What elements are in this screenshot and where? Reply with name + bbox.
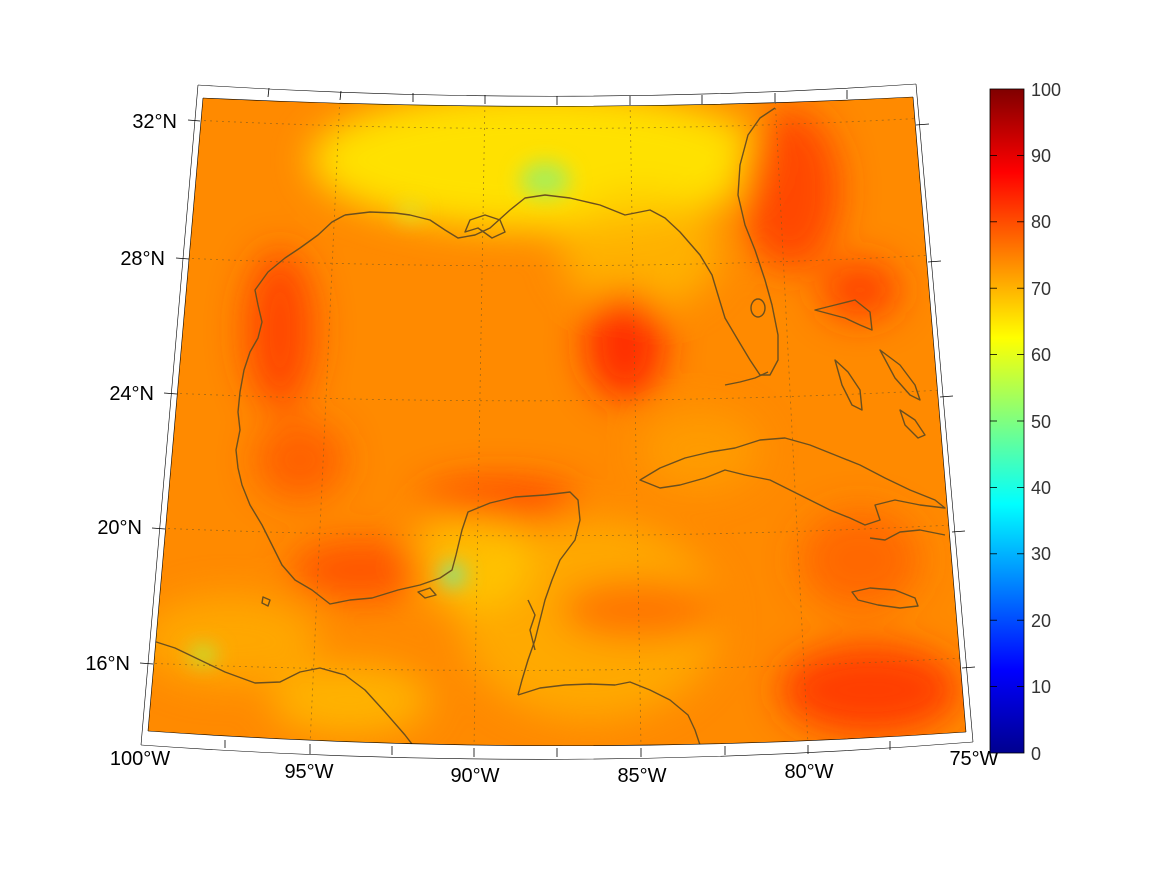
lat-labels: 32°N 28°N 24°N 20°N 16°N: [85, 111, 177, 675]
lake-okeechobee: [750, 298, 766, 318]
grid-lon-80: [774, 97, 809, 746]
frame-left-outer: [140, 84, 199, 746]
colorbar-label-80: 80: [1031, 212, 1051, 232]
colorbar-label-40: 40: [1031, 478, 1051, 498]
colorbar: 100 90 80 70 60 50 40 30 20 10 0: [989, 80, 1061, 764]
frame-right-inner: [912, 96, 967, 733]
lat-label-28: 28°N: [120, 248, 165, 270]
coast-bahamas-3: [879, 349, 921, 401]
grid-lon-90: [473, 97, 486, 746]
frame-top-outer: [197, 83, 917, 97]
colorbar-label-10: 10: [1031, 677, 1051, 697]
coast-hispaniola: [869, 529, 946, 541]
coast-florida-keys: [724, 371, 769, 386]
frame-bottom-inner: [147, 730, 967, 747]
coast-honduras: [517, 681, 701, 746]
coast-campeche-lagoon: [417, 587, 437, 599]
colorbar-label-60: 60: [1031, 345, 1051, 365]
map-frame: [140, 83, 974, 760]
field-features: [148, 97, 960, 735]
colorbar-labels: 100 90 80 70 60 50 40 30 20 10 0: [1031, 80, 1061, 764]
coast-mexico-texas: [235, 214, 581, 696]
colorbar-label-100: 100: [1031, 80, 1061, 100]
lake-mexico: [261, 596, 271, 607]
lon-label-75: 75°W: [949, 748, 998, 770]
lon-label-85: 85°W: [617, 765, 666, 787]
coast-jamaica: [851, 587, 919, 609]
colorbar-label-50: 50: [1031, 412, 1051, 432]
grid-lat-32: [191, 117, 927, 129]
coast-bahamas-1: [814, 299, 873, 331]
coast-mississippi-delta: [464, 214, 506, 239]
colorbar-label-70: 70: [1031, 279, 1051, 299]
lat-label-24: 24°N: [109, 383, 154, 405]
lon-label-95: 95°W: [284, 761, 333, 783]
coast-north-gulf: [344, 107, 779, 376]
grid-lat-28: [179, 254, 936, 267]
coast-bahamas-2: [834, 359, 863, 411]
coast-central-america: [149, 639, 416, 746]
lon-label-100: 100°W: [110, 748, 170, 770]
data-field: [148, 97, 966, 746]
frame-top-inner: [202, 96, 914, 107]
frame-right-outer: [915, 83, 974, 743]
grid-lon-95: [309, 97, 341, 746]
colorbar-label-90: 90: [1031, 146, 1051, 166]
lat-label-16: 16°N: [85, 653, 130, 675]
colorbar-label-0: 0: [1031, 744, 1041, 764]
coast-belize: [527, 599, 536, 651]
colorbar-label-20: 20: [1031, 611, 1051, 631]
frame-bottom-outer: [140, 741, 974, 760]
coastlines: [149, 107, 946, 746]
coast-bahamas-4: [899, 409, 926, 439]
grid-lat-20: [155, 524, 953, 537]
colorbar-ticks: [990, 154, 1024, 687]
coast-cuba: [639, 437, 946, 526]
colorbar-label-30: 30: [1031, 544, 1051, 564]
lon-labels: 100°W 95°W 90°W 85°W 80°W 75°W: [110, 748, 999, 787]
lat-label-20: 20°N: [97, 517, 142, 539]
grid-lon-85: [629, 97, 642, 746]
frame-left-inner: [147, 97, 204, 732]
lon-label-80: 80°W: [784, 761, 833, 783]
graticule: [148, 97, 963, 746]
lat-label-32: 32°N: [132, 111, 177, 133]
lon-label-90: 90°W: [450, 765, 499, 787]
frame-ticks: [139, 87, 976, 757]
grid-lat-16: [148, 657, 963, 671]
